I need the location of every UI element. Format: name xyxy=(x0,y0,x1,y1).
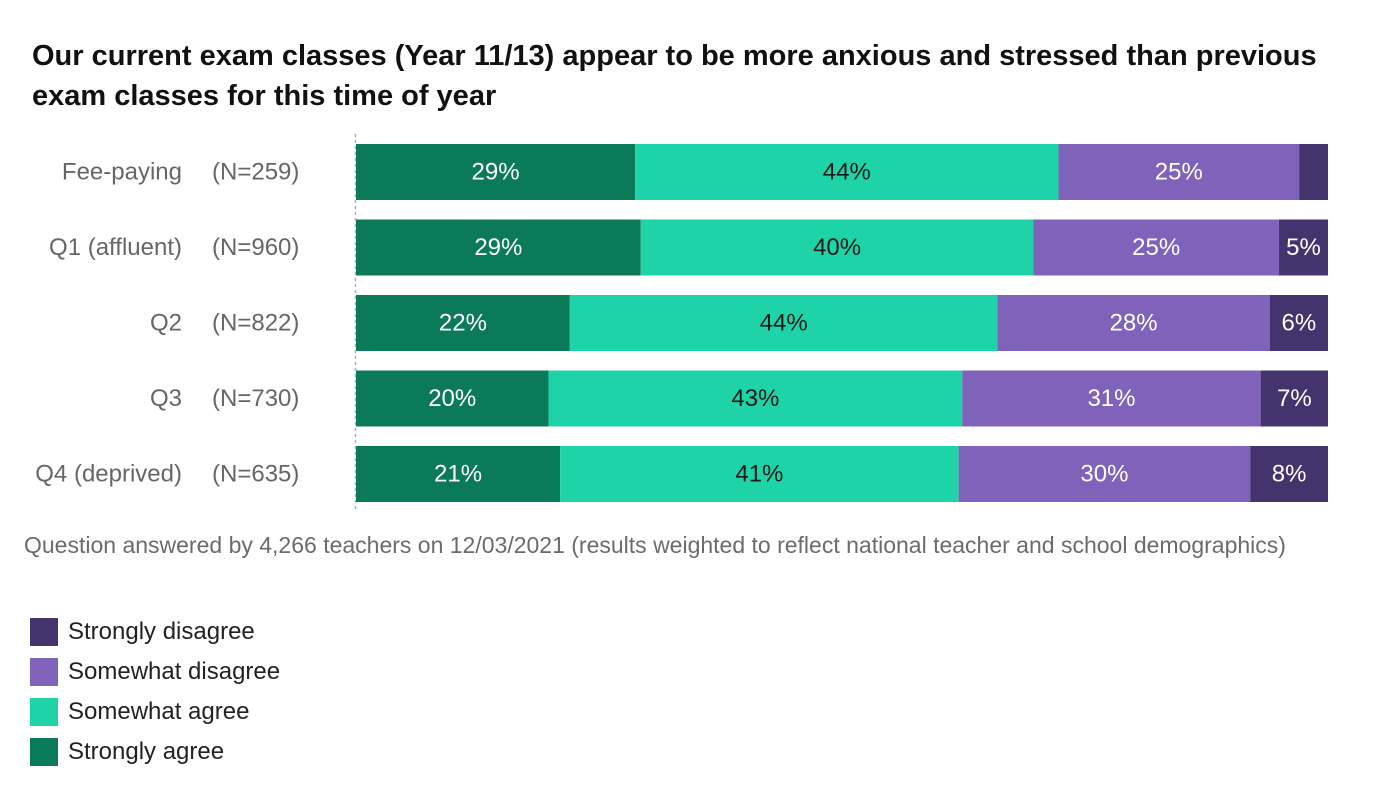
bar-q4-deprived-strongly-agree xyxy=(356,446,561,502)
data-label-q3-somewhat-disagree: 31% xyxy=(1087,385,1135,412)
data-label-q1-affluent-strongly-agree: 29% xyxy=(474,234,522,261)
legend-item-strongly-disagree: Strongly disagree xyxy=(30,612,280,652)
footnote: Question answered by 4,266 teachers on 1… xyxy=(24,532,1286,558)
sample-size-label-q3: (N=730) xyxy=(212,385,299,412)
data-label-q2-somewhat-agree: 44% xyxy=(760,310,808,337)
data-label-q1-affluent-somewhat-agree: 40% xyxy=(813,234,861,261)
legend-swatch-strongly-agree xyxy=(30,738,58,766)
category-label-q1-affluent: Q1 (affluent) xyxy=(49,234,182,261)
data-label-fee-paying-strongly-agree: 29% xyxy=(472,159,520,186)
bar-q4-deprived-somewhat-agree xyxy=(560,446,959,502)
legend-label-strongly-agree: Strongly agree xyxy=(68,738,225,765)
bar-q2-strongly-disagree xyxy=(1269,295,1328,351)
bar-fee-paying-somewhat-disagree xyxy=(1058,144,1300,200)
bar-fee-paying-strongly-disagree xyxy=(1299,144,1328,200)
data-label-q3-strongly-agree: 20% xyxy=(428,385,476,412)
category-label-q2: Q2 xyxy=(150,310,182,337)
data-label-q2-strongly-agree: 22% xyxy=(439,310,487,337)
data-label-q4-deprived-strongly-agree: 21% xyxy=(434,461,482,488)
data-label-q4-deprived-strongly-disagree: 8% xyxy=(1272,461,1307,488)
bar-q1-affluent-somewhat-agree xyxy=(640,219,1034,276)
data-label-q1-affluent-strongly-disagree: 5% xyxy=(1286,234,1321,261)
bar-q1-affluent-strongly-agree xyxy=(356,219,641,276)
data-label-q1-affluent-somewhat-disagree: 25% xyxy=(1132,234,1180,261)
legend-swatch-strongly-disagree xyxy=(30,618,58,646)
legend: Strongly disagree Somewhat disagree Somewh… xyxy=(30,612,280,772)
bar-q3-strongly-disagree xyxy=(1260,370,1328,427)
legend-swatch-somewhat-agree xyxy=(30,698,58,726)
sample-size-label-q4-deprived: (N=635) xyxy=(212,461,299,488)
bar-fee-paying-somewhat-agree xyxy=(635,144,1059,200)
bar-q3-somewhat-agree xyxy=(548,370,963,427)
bar-q3-somewhat-disagree xyxy=(962,370,1261,427)
data-label-q3-somewhat-agree: 43% xyxy=(731,385,779,412)
bar-q2-somewhat-agree xyxy=(569,295,998,351)
data-label-q2-strongly-disagree: 6% xyxy=(1281,310,1316,337)
data-label-fee-paying-somewhat-agree: 44% xyxy=(823,159,871,186)
sample-size-label-q2: (N=822) xyxy=(212,310,299,337)
bar-q2-somewhat-disagree xyxy=(997,295,1270,351)
chart-title: Our current exam classes (Year 11/13) ap… xyxy=(32,40,1317,112)
data-label-q4-deprived-somewhat-agree: 41% xyxy=(735,461,783,488)
bar-q1-affluent-somewhat-disagree xyxy=(1033,219,1279,276)
category-label-fee-paying: Fee-paying xyxy=(62,159,182,186)
bar-q4-deprived-strongly-disagree xyxy=(1250,446,1328,502)
category-label-q3: Q3 xyxy=(150,385,182,412)
data-label-q4-deprived-somewhat-disagree: 30% xyxy=(1080,461,1128,488)
bar-q3-strongly-agree xyxy=(356,370,549,427)
sample-size-label-fee-paying: (N=259) xyxy=(212,159,299,186)
legend-item-somewhat-disagree: Somewhat disagree xyxy=(30,652,280,692)
bar-q4-deprived-somewhat-disagree xyxy=(958,446,1251,502)
bar-q1-affluent-strongly-disagree xyxy=(1278,219,1328,276)
legend-label-somewhat-disagree: Somewhat disagree xyxy=(68,658,281,685)
bar-q2-strongly-agree xyxy=(356,295,570,351)
legend-item-somewhat-agree: Somewhat agree xyxy=(30,692,280,732)
data-label-q3-strongly-disagree: 7% xyxy=(1277,385,1312,412)
sample-size-label-q1-affluent: (N=960) xyxy=(212,234,299,261)
bar-fee-paying-strongly-agree xyxy=(356,144,636,200)
legend-label-strongly-disagree: Strongly disagree xyxy=(68,618,255,645)
legend-label-somewhat-agree: Somewhat agree xyxy=(68,698,250,725)
legend-item-strongly-agree: Strongly agree xyxy=(30,732,280,772)
legend-swatch-somewhat-disagree xyxy=(30,658,58,686)
data-label-q2-somewhat-disagree: 28% xyxy=(1110,310,1158,337)
data-label-fee-paying-somewhat-disagree: 25% xyxy=(1155,159,1203,186)
category-label-q4-deprived: Q4 (deprived) xyxy=(35,461,182,488)
